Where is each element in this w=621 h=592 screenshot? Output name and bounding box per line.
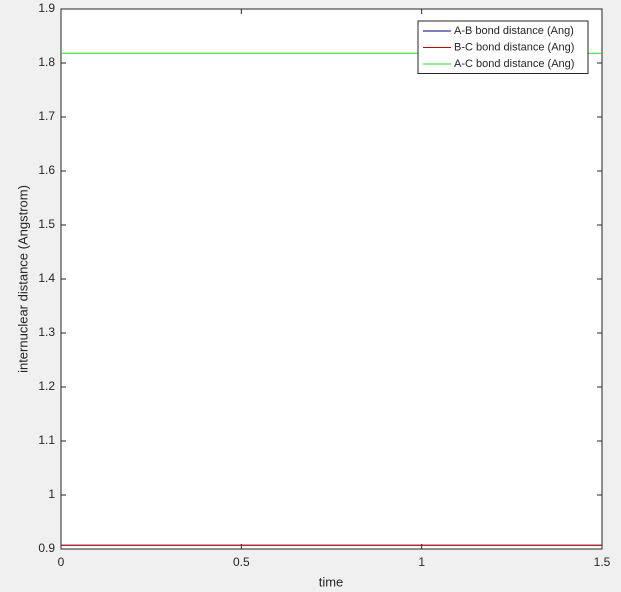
legend-label: A-B bond distance (Ang) xyxy=(454,25,574,37)
y-tick-label: 1 xyxy=(48,487,55,501)
x-tick-label: 1.5 xyxy=(594,555,611,569)
y-tick-label: 1.5 xyxy=(38,217,55,231)
y-axis-label: internuclear distance (Angstrom) xyxy=(15,185,30,373)
x-tick-label: 1 xyxy=(418,555,425,569)
y-tick-label: 1.1 xyxy=(38,433,55,447)
y-tick-label: 1.9 xyxy=(38,1,55,15)
y-tick-label: 1.6 xyxy=(38,163,55,177)
x-tick-label: 0 xyxy=(58,555,65,569)
plot-area xyxy=(60,8,603,550)
y-tick-label: 1.2 xyxy=(38,379,55,393)
y-tick-label: 1.7 xyxy=(38,109,55,123)
legend-label: B-C bond distance (Ang) xyxy=(454,41,574,53)
x-axis-label: time xyxy=(319,574,344,589)
y-tick-label: 1.8 xyxy=(38,55,55,69)
y-tick-label: 0.9 xyxy=(38,541,55,555)
y-tick-label: 1.3 xyxy=(38,325,55,339)
y-tick-label: 1.4 xyxy=(38,271,55,285)
x-tick-label: 0.5 xyxy=(233,555,250,569)
legend-label: A-C bond distance (Ang) xyxy=(454,58,574,70)
